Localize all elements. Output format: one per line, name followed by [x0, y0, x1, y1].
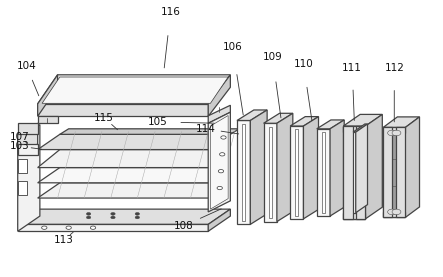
Polygon shape — [295, 129, 298, 216]
Polygon shape — [18, 224, 208, 231]
Text: 110: 110 — [294, 59, 313, 69]
Polygon shape — [396, 127, 405, 217]
Circle shape — [392, 130, 401, 136]
Polygon shape — [353, 130, 356, 215]
Polygon shape — [18, 209, 230, 224]
Polygon shape — [60, 129, 239, 134]
Text: 105: 105 — [148, 117, 167, 127]
Polygon shape — [208, 209, 230, 231]
Polygon shape — [18, 144, 38, 155]
Circle shape — [111, 212, 115, 215]
Polygon shape — [264, 113, 293, 123]
Circle shape — [388, 209, 396, 215]
Circle shape — [135, 216, 140, 219]
Polygon shape — [343, 126, 365, 132]
Polygon shape — [383, 117, 420, 127]
Text: 108: 108 — [174, 221, 194, 231]
Polygon shape — [343, 126, 365, 219]
Polygon shape — [343, 126, 353, 219]
Text: 114: 114 — [196, 124, 216, 134]
Polygon shape — [42, 77, 228, 103]
Polygon shape — [18, 125, 40, 231]
Polygon shape — [208, 112, 230, 212]
Circle shape — [217, 186, 222, 190]
Polygon shape — [38, 75, 230, 104]
Polygon shape — [208, 105, 230, 123]
Polygon shape — [383, 127, 405, 133]
Polygon shape — [237, 110, 267, 120]
Polygon shape — [18, 123, 38, 155]
Polygon shape — [383, 127, 392, 217]
Polygon shape — [264, 123, 277, 222]
Polygon shape — [38, 150, 230, 168]
Circle shape — [42, 226, 47, 229]
Text: 116: 116 — [161, 7, 180, 17]
Text: 115: 115 — [94, 113, 114, 123]
Circle shape — [66, 226, 71, 229]
Polygon shape — [290, 117, 319, 126]
Polygon shape — [277, 113, 293, 222]
Circle shape — [220, 153, 225, 156]
Polygon shape — [353, 124, 368, 132]
Polygon shape — [405, 117, 420, 217]
Polygon shape — [237, 120, 250, 224]
Text: 111: 111 — [342, 63, 362, 73]
Text: 109: 109 — [263, 52, 282, 62]
Circle shape — [221, 136, 226, 139]
Circle shape — [135, 212, 140, 215]
Polygon shape — [38, 168, 230, 183]
Text: 113: 113 — [54, 235, 74, 245]
Polygon shape — [38, 134, 230, 150]
Circle shape — [86, 212, 91, 215]
Circle shape — [86, 216, 91, 219]
Circle shape — [111, 216, 115, 219]
Polygon shape — [290, 126, 303, 219]
Circle shape — [90, 226, 96, 229]
Polygon shape — [356, 124, 368, 213]
Polygon shape — [38, 183, 230, 198]
Polygon shape — [250, 110, 267, 224]
Circle shape — [392, 209, 401, 215]
Polygon shape — [317, 129, 330, 216]
Text: 112: 112 — [385, 63, 404, 73]
Polygon shape — [38, 104, 208, 116]
Text: 106: 106 — [223, 42, 242, 52]
Text: 104: 104 — [17, 61, 36, 71]
Polygon shape — [383, 212, 405, 217]
Polygon shape — [38, 116, 58, 123]
Polygon shape — [365, 114, 382, 219]
Polygon shape — [303, 117, 319, 219]
Text: 107: 107 — [10, 132, 30, 142]
Polygon shape — [208, 75, 230, 116]
Polygon shape — [343, 213, 365, 219]
Circle shape — [218, 170, 224, 173]
Polygon shape — [356, 126, 365, 219]
Polygon shape — [18, 181, 27, 195]
Polygon shape — [330, 120, 344, 216]
Text: 103: 103 — [10, 141, 30, 151]
Circle shape — [388, 130, 396, 136]
Polygon shape — [383, 127, 405, 217]
Polygon shape — [38, 75, 58, 116]
Polygon shape — [322, 132, 325, 213]
Polygon shape — [242, 124, 245, 221]
Polygon shape — [317, 120, 344, 129]
Polygon shape — [18, 159, 27, 173]
Polygon shape — [18, 123, 38, 134]
Polygon shape — [343, 114, 382, 126]
Polygon shape — [269, 127, 272, 218]
Polygon shape — [210, 116, 228, 209]
